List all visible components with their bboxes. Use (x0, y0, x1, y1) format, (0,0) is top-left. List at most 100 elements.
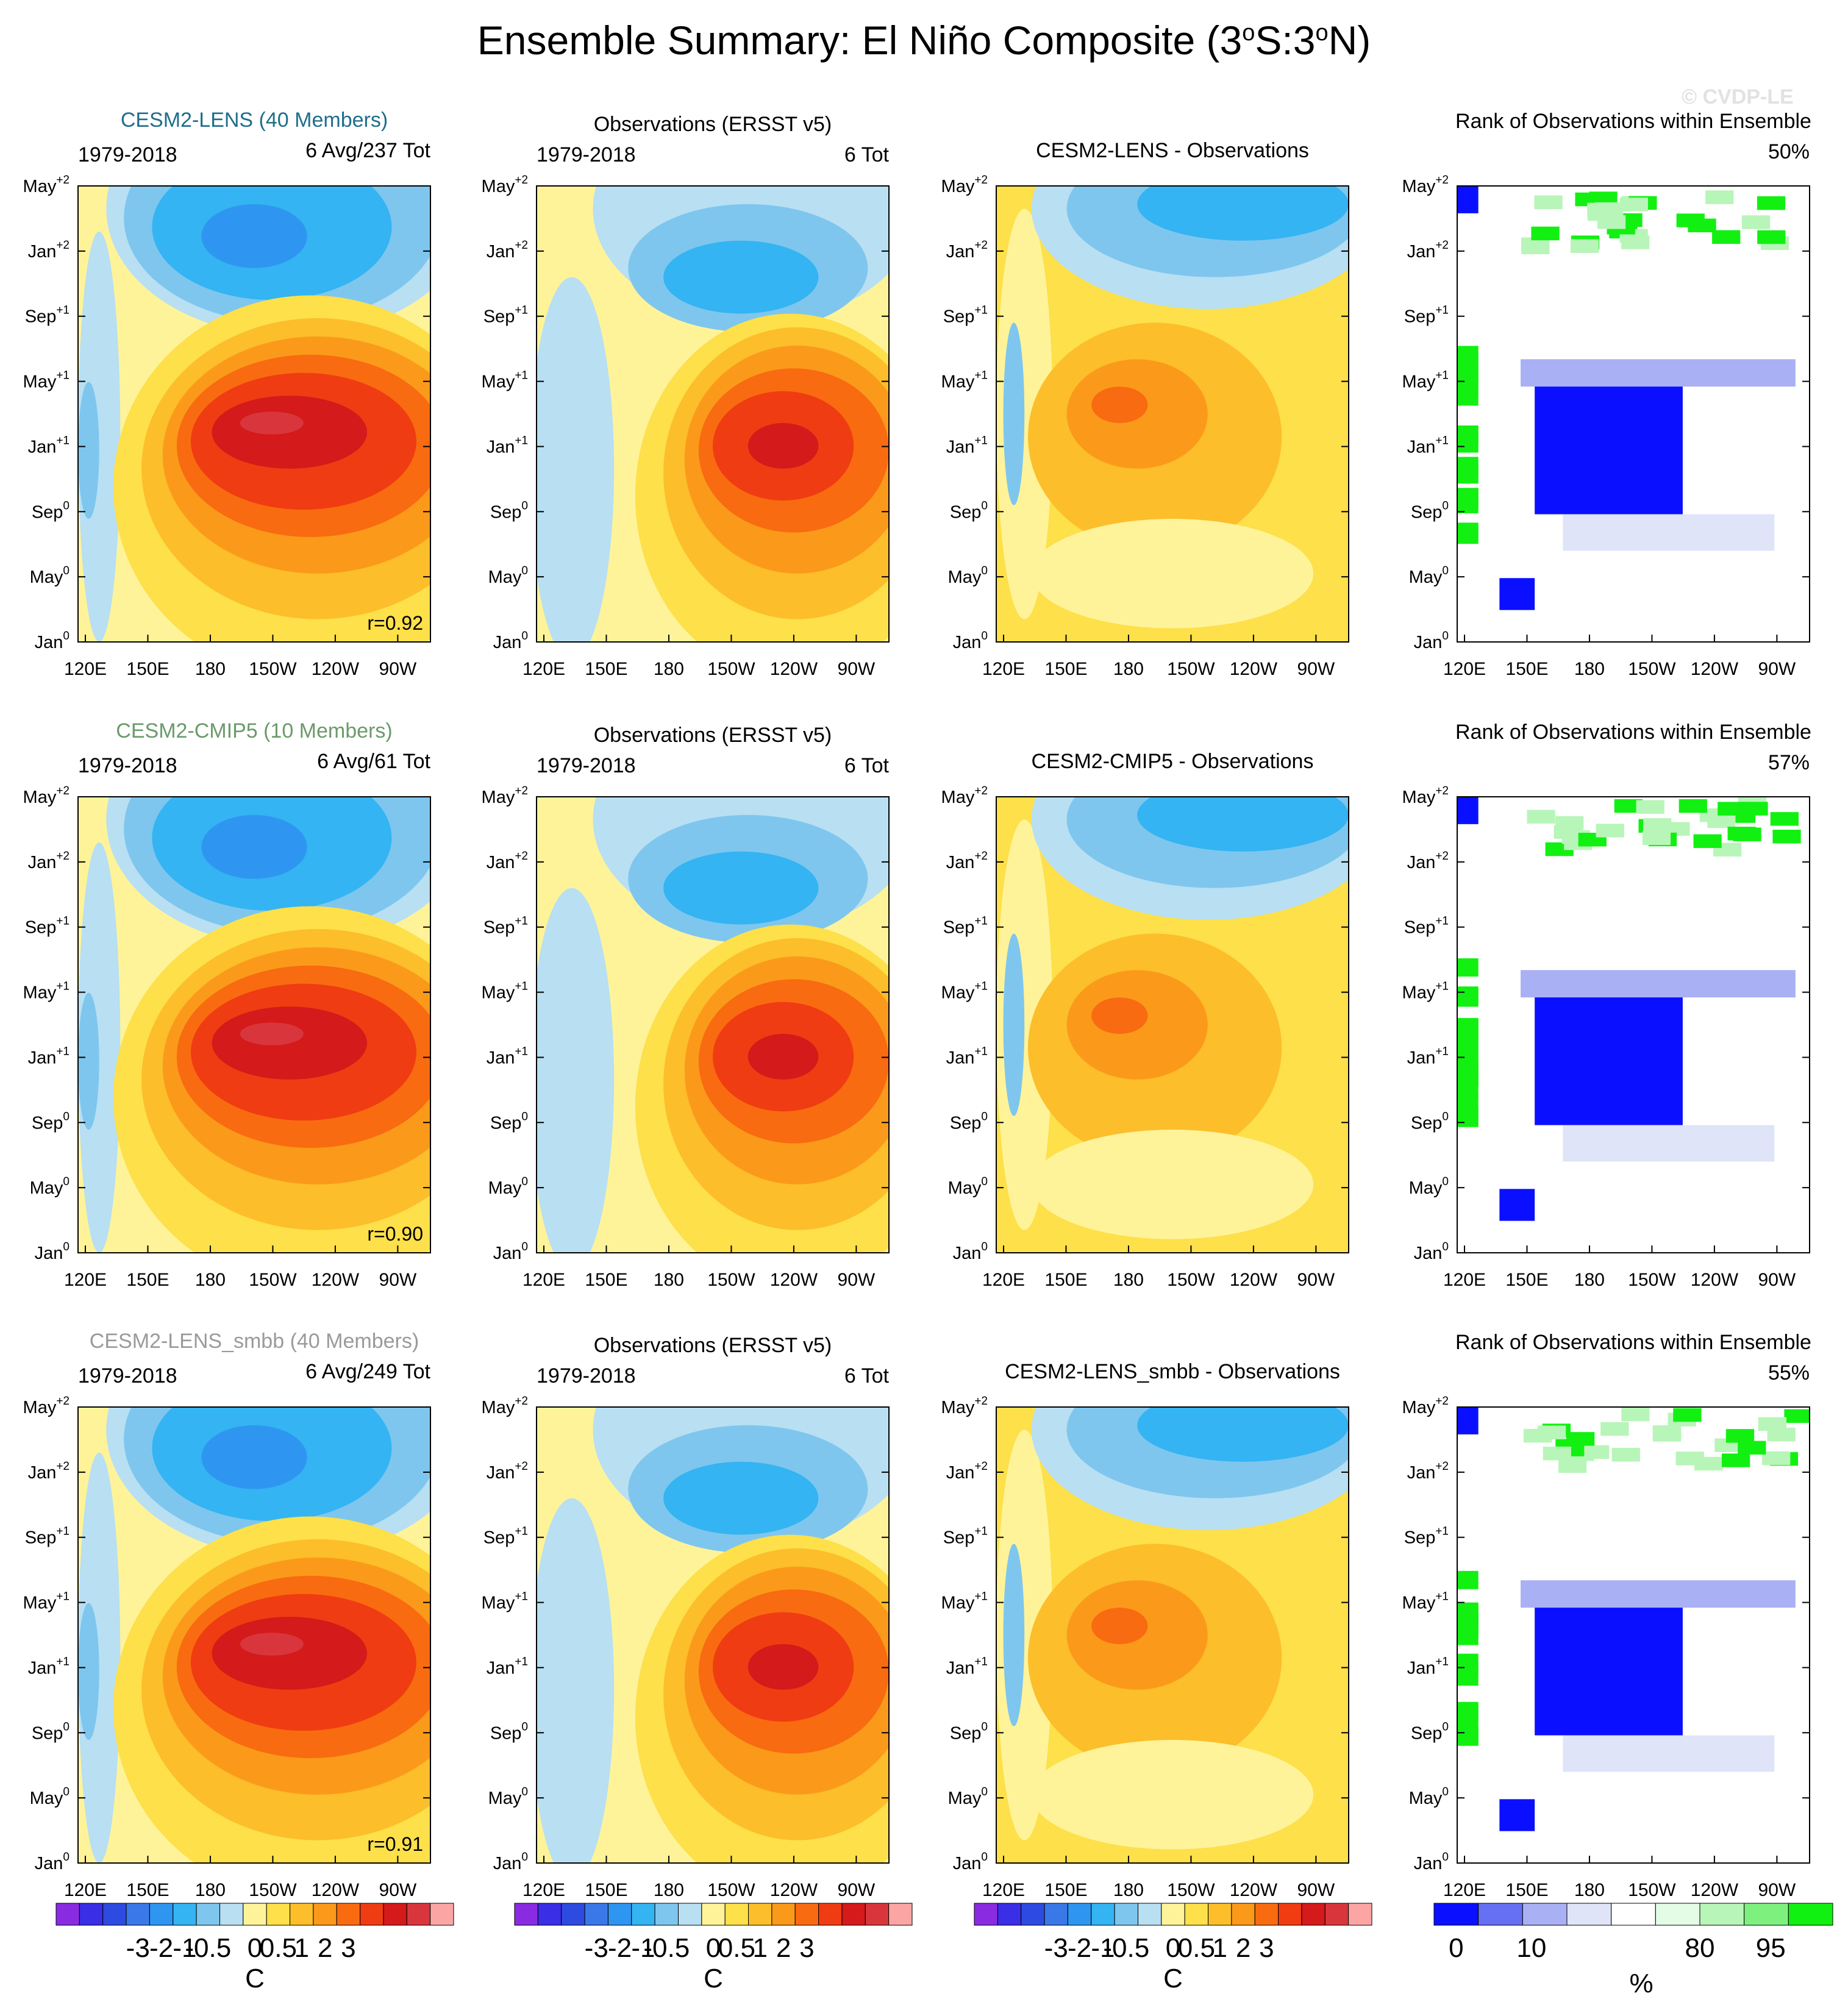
y-tick-label: Jan+1 (487, 434, 528, 457)
y-tick-label: Sep+1 (943, 1525, 988, 1548)
colorbar-label: 0.5 (260, 1933, 297, 1963)
y-tick-label: Jan+2 (1407, 1460, 1449, 1483)
panel-frame (1457, 185, 1810, 643)
model-period: 1979-2018 (78, 143, 177, 166)
colorbar-swatch (1301, 1903, 1325, 1926)
x-tick-label: 90W (379, 1270, 417, 1290)
panel-frame (536, 796, 890, 1253)
colorbar-label: 0.5 (718, 1933, 755, 1963)
colorbar-swatch (997, 1903, 1022, 1926)
x-tick-label: 120E (64, 659, 107, 679)
y-tick-label: Sep0 (490, 1110, 528, 1133)
colorbar-swatch (55, 1903, 80, 1926)
colorbar-label: -2 (149, 1933, 173, 1963)
panel-field (537, 797, 889, 1253)
figure-title: Ensemble Summary: El Niño Composite (3oS… (477, 18, 1371, 63)
y-tick-label: Sep+1 (483, 1525, 528, 1548)
x-tick-label: 150W (707, 659, 755, 679)
y-tick-label: May0 (1409, 565, 1449, 587)
y-tick-label: Sep0 (950, 1110, 988, 1133)
y-tick-label: May0 (948, 565, 988, 587)
colorbar-swatch (173, 1903, 197, 1926)
rank-cell (1457, 1017, 1479, 1036)
x-tick-label: 150E (1505, 1270, 1548, 1290)
rank-colorbar-label: 95 (1756, 1933, 1786, 1963)
field-blob (537, 277, 615, 642)
colorbar-swatch (561, 1903, 585, 1926)
rank-cell (1587, 202, 1616, 217)
panel-field (1457, 186, 1810, 642)
panel-field (537, 186, 889, 642)
model-count: 6 Avg/249 Tot (305, 1360, 430, 1383)
x-tick-label: 120E (64, 1880, 107, 1900)
rank-colorbar-swatch (1788, 1903, 1833, 1926)
x-tick-label: 150W (1628, 1270, 1676, 1290)
x-tick-label: 150E (126, 1270, 169, 1290)
colorbar-label: 3 (341, 1933, 355, 1963)
colorbar-label: 3 (1259, 1933, 1274, 1963)
x-tick-label: 180 (654, 659, 684, 679)
colorbar-swatch (266, 1903, 291, 1926)
rank-colorbar-label: 80 (1685, 1933, 1715, 1963)
rank-cell (1707, 814, 1736, 828)
rank-cell (1767, 1427, 1796, 1442)
panel-frame (1457, 1406, 1810, 1864)
field-blob (1003, 322, 1025, 505)
panel-field (996, 1407, 1349, 1863)
colorbar-swatch (537, 1903, 562, 1926)
x-tick-label: 180 (1113, 659, 1144, 679)
panel-frame (996, 185, 1349, 643)
obs-period: 1979-2018 (537, 1364, 636, 1388)
y-tick-label: Jan0 (35, 1241, 70, 1263)
x-tick-label: 90W (379, 1880, 417, 1900)
field-blob (1091, 997, 1148, 1034)
field-blob (78, 231, 121, 642)
colorbar-label: -1 (631, 1933, 655, 1963)
x-tick-label: 120W (1230, 659, 1278, 679)
rank-cell (1563, 514, 1775, 551)
field-blob (78, 1452, 121, 1863)
rank-cell (1457, 346, 1479, 365)
colorbar-swatch (219, 1903, 244, 1926)
y-tick-label: Sep+1 (483, 915, 528, 938)
field-blob (1137, 797, 1349, 852)
colorbar-swatch (1091, 1903, 1115, 1926)
x-tick-label: 150W (1628, 1880, 1676, 1900)
watermark: © CVDP-LE (1682, 85, 1794, 109)
rank-cell (1762, 1451, 1791, 1466)
x-tick-label: 90W (379, 659, 417, 679)
y-tick-label: Sep0 (32, 499, 70, 522)
rank-cell (1521, 359, 1796, 387)
y-tick-label: Sep+1 (483, 304, 528, 327)
model-title: CESM2-LENS (40 Members) (121, 109, 388, 132)
colorbar-swatch (1324, 1903, 1349, 1926)
rank-cell (1523, 1428, 1552, 1443)
rank-cell (1457, 522, 1479, 541)
rank-colorbar-swatch (1699, 1903, 1745, 1926)
colorbar-label: -1 (1091, 1933, 1115, 1963)
y-tick-label: Sep0 (32, 1720, 70, 1743)
y-tick-label: May+1 (23, 369, 70, 392)
x-tick-label: 150E (126, 1880, 169, 1900)
x-tick-label: 90W (838, 659, 876, 679)
rank-cell (1566, 1432, 1595, 1446)
y-tick-label: May0 (1409, 1175, 1449, 1198)
colorbar-label: 0 (706, 1933, 721, 1963)
model-count: 6 Avg/237 Tot (305, 139, 430, 162)
field-blob (747, 1644, 819, 1690)
y-tick-label: Jan+1 (1407, 1045, 1449, 1067)
x-tick-label: 150E (585, 659, 627, 679)
colorbar-swatch (818, 1903, 843, 1926)
diff-title: CESM2-LENS - Observations (1036, 139, 1309, 162)
obs-count: 6 Tot (844, 143, 890, 166)
field-blob (1031, 1740, 1314, 1850)
y-tick-label: Jan0 (493, 1241, 528, 1263)
colorbar-swatch (336, 1903, 361, 1926)
rank-percent: 55% (1768, 1361, 1810, 1384)
rank-colorbar-label: 10 (1516, 1933, 1546, 1963)
model-correlation: r=0.91 (367, 1833, 423, 1855)
panel-frame (1457, 796, 1810, 1253)
colorbar-swatch (1348, 1903, 1372, 1926)
rank-cell (1757, 230, 1786, 244)
rank-cell (1527, 810, 1555, 824)
